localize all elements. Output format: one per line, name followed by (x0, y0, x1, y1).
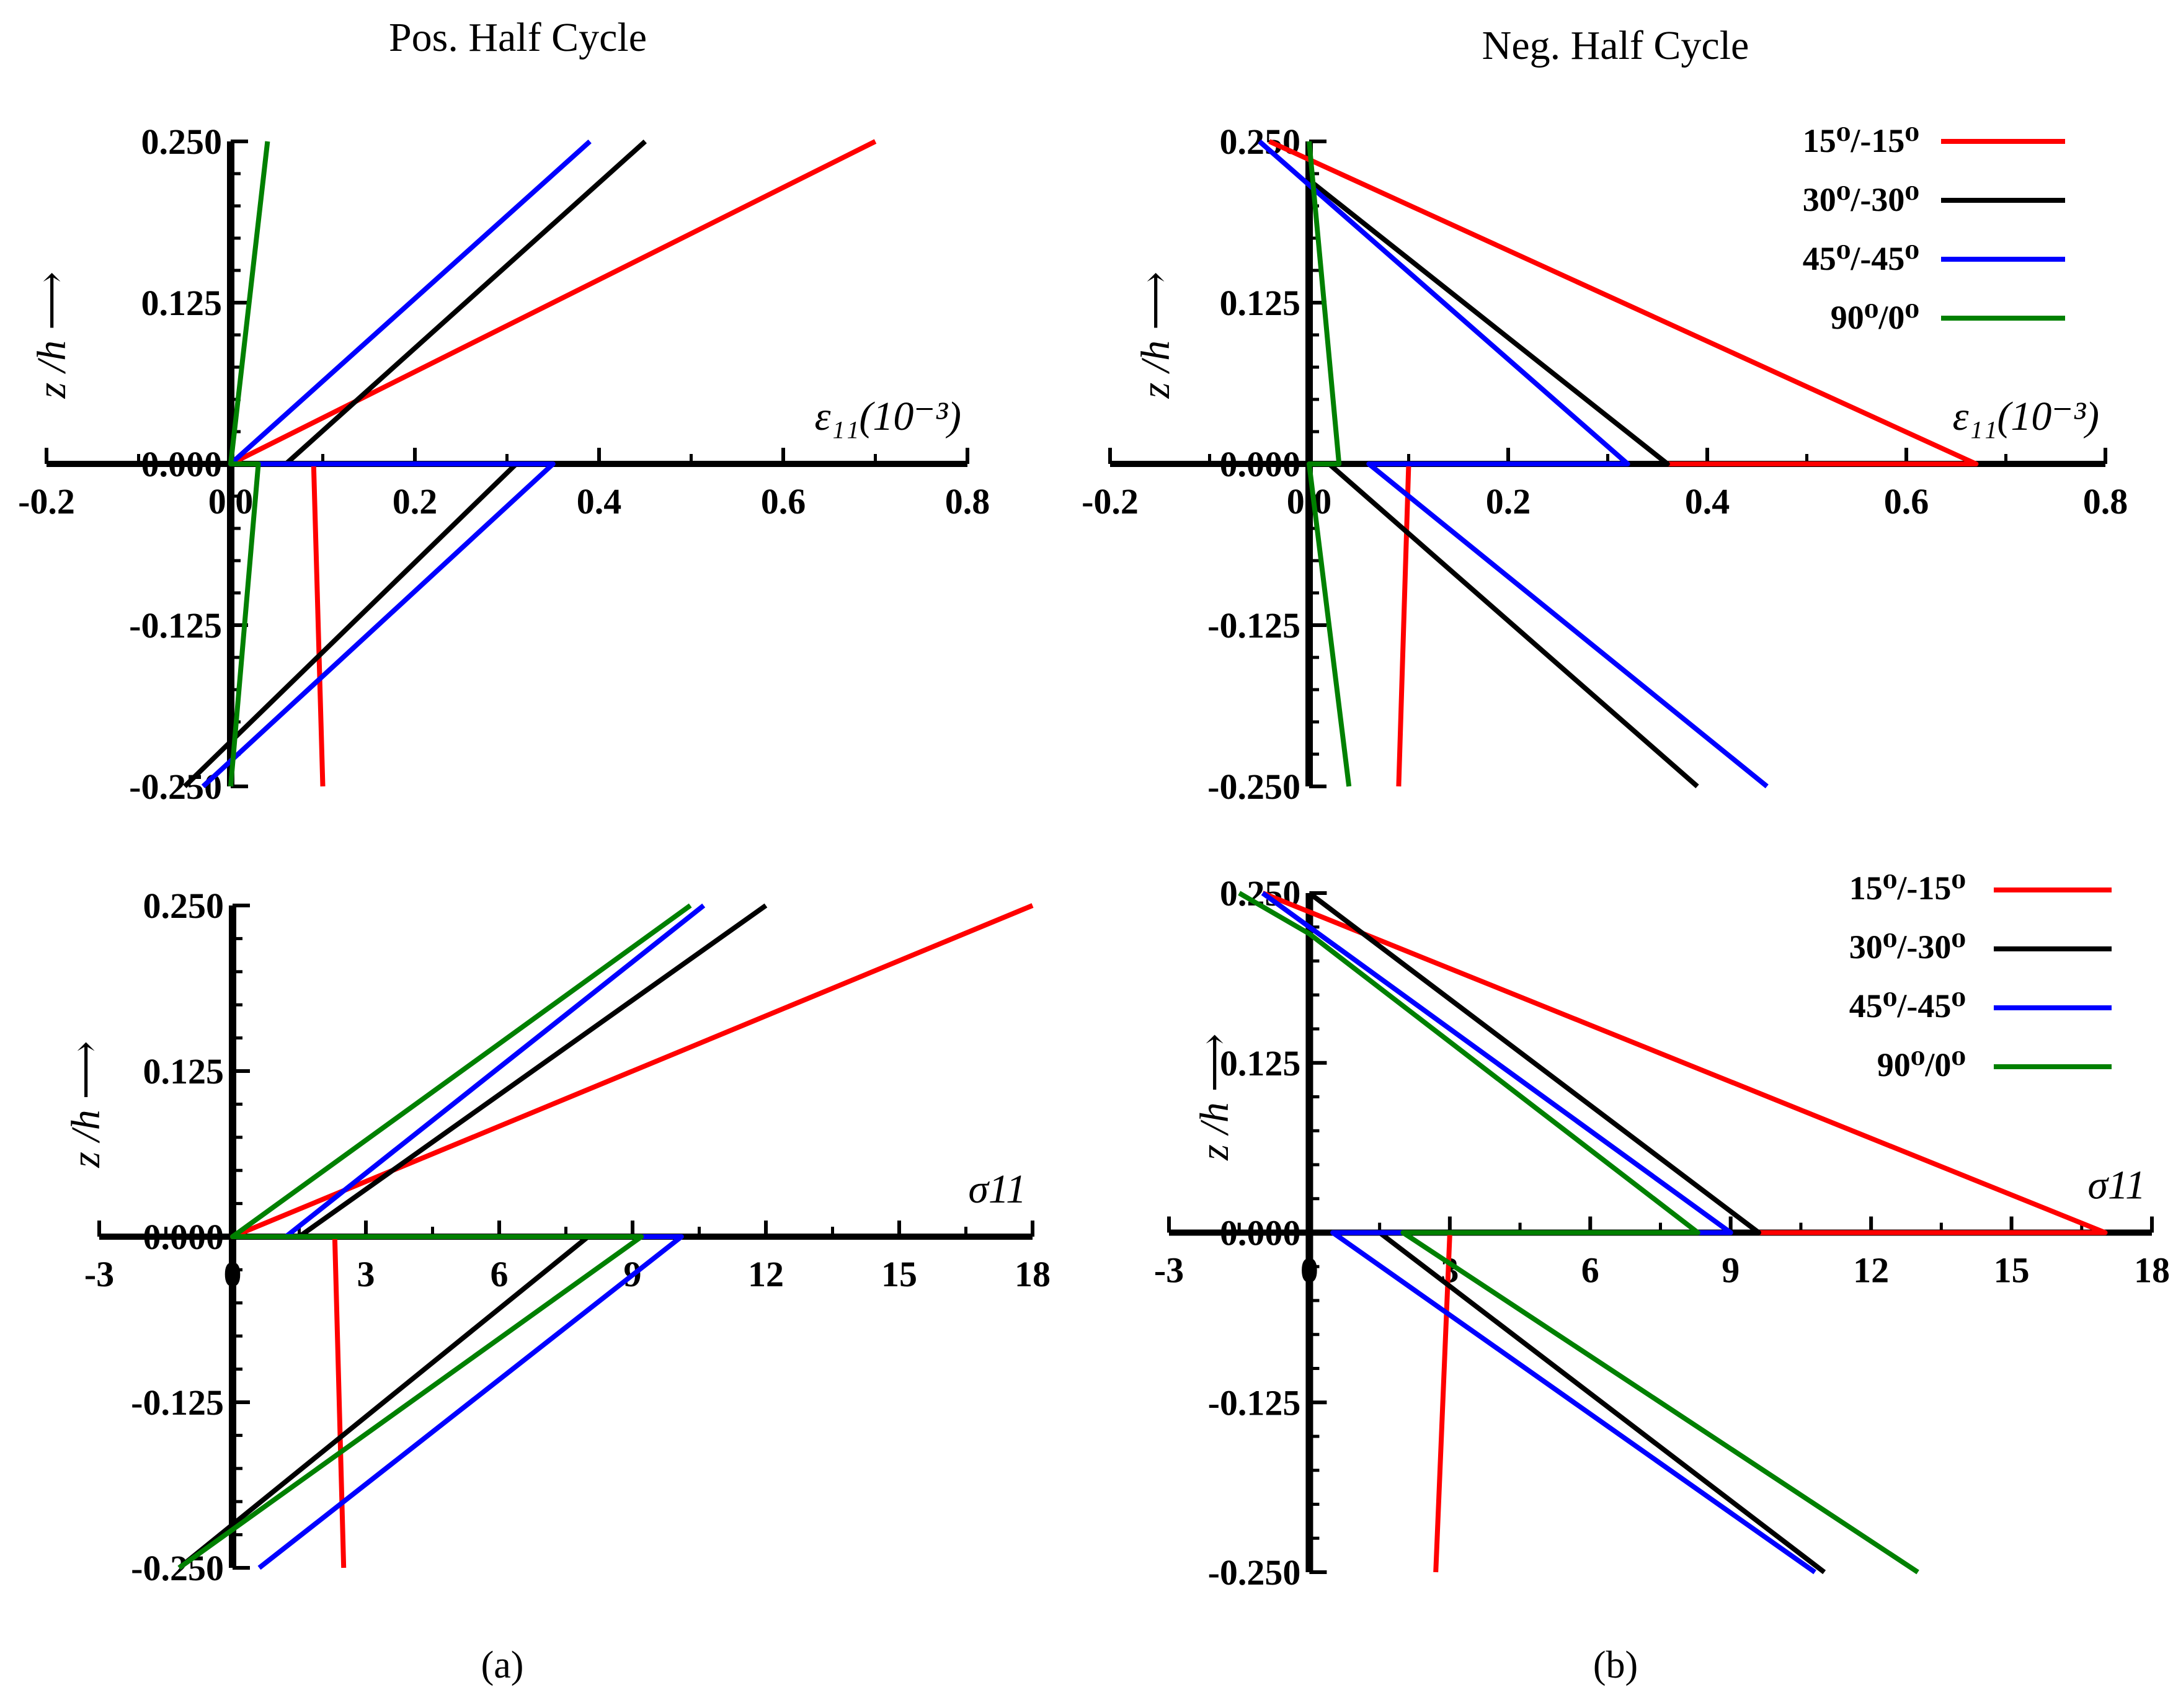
subfigure-label-b: (b) (1593, 1644, 1638, 1686)
y-tick-label: 0.250 (143, 886, 224, 926)
y-axis-label: z /h ⟶ (29, 272, 74, 399)
series-line-90-0 (177, 903, 692, 1570)
x-tick-label: 15 (881, 1254, 917, 1294)
legend-label-30: 30⁰/-30⁰ (1803, 181, 1919, 218)
x-axis-label: ε₁₁(10⁻³) (1953, 394, 2099, 439)
x-axis-label: ε₁₁(10⁻³) (815, 394, 961, 439)
x-tick-label: 6 (1581, 1250, 1599, 1291)
y-tick-label: 0.125 (141, 283, 223, 323)
y-tick-label: 0.125 (1220, 283, 1301, 323)
x-tick-label: -0.2 (18, 481, 75, 522)
x-tick-label: 12 (1853, 1250, 1889, 1291)
y-tick-label: -0.125 (1207, 605, 1300, 646)
series-line-90-0 (1238, 891, 1919, 1575)
y-tick-label: 0.250 (141, 122, 223, 162)
series-line-90-0 (228, 141, 270, 787)
series-line-45--45 (201, 140, 592, 788)
series-line-15--15 (1268, 139, 1979, 787)
legend-strain: 15⁰/-15⁰ 30⁰/-30⁰ 45⁰/-45⁰ 90⁰/0⁰ (1803, 122, 1919, 336)
x-tick-label: 0.4 (577, 481, 622, 522)
x-tick-label: 0.2 (1486, 481, 1531, 522)
x-tick-label: 6 (491, 1254, 509, 1294)
legend-stress: 15⁰/-15⁰ 30⁰/-30⁰ 45⁰/-45⁰ 90⁰/0⁰ (1849, 870, 1966, 1083)
x-tick-label: 0.0 (208, 481, 254, 522)
y-tick-label: -0.250 (1207, 767, 1300, 807)
x-tick-label: -3 (84, 1254, 114, 1294)
x-axis-label: σ11 (968, 1167, 1026, 1212)
y-tick-label: -0.125 (1208, 1382, 1301, 1423)
y-axis-label: z /h ⟶ (1192, 1033, 1237, 1161)
strain-neg-panel: -0.2 0.0 0.2 0.4 0.6 0.8 -0.250 -0.125 0.000 0.12… (1082, 122, 2128, 807)
stress-neg-panel: -3 0 3 6 9 12 15 18-0.250-0.1250.0000.1250.250σ… (1154, 873, 2170, 1593)
subfigure-label-a: (a) (481, 1644, 524, 1686)
x-tick-label: 3 (357, 1254, 375, 1294)
stress-pos-panel: -3 0 3 6 9 12 15 18-0.250-0.1250.0000.1250.250σ… (63, 886, 1051, 1588)
x-tick-label: -0.2 (1082, 481, 1139, 522)
x-tick-label: 0 (1300, 1250, 1318, 1291)
y-tick-label: -0.250 (1208, 1552, 1301, 1593)
y-tick-label: 0.000 (1220, 1213, 1301, 1253)
x-tick-label: 0.4 (1685, 481, 1730, 522)
x-tick-label: -3 (1154, 1250, 1184, 1291)
legend-label-90: 90⁰/0⁰ (1831, 299, 1919, 336)
x-tick-label: 0.6 (1884, 481, 1929, 522)
y-axis-label: z /h ⟶ (1133, 272, 1178, 399)
x-tick-label: 15 (1994, 1250, 2030, 1291)
series-line-45--45 (1258, 139, 1769, 789)
legend-label-30: 30⁰/-30⁰ (1849, 928, 1966, 966)
legend-label-45: 45⁰/-45⁰ (1849, 987, 1966, 1025)
legend-label-45: 45⁰/-45⁰ (1803, 240, 1919, 277)
y-tick-label: -0.125 (131, 1382, 224, 1423)
series-line-90-0 (1307, 141, 1352, 787)
x-axis-label: σ11 (2087, 1163, 2146, 1208)
x-tick-label: 0.0 (1287, 481, 1332, 522)
y-tick-label: -0.125 (129, 605, 222, 646)
strain-pos-panel: -0.2 0.0 0.2 0.4 0.6 0.8 -0.250 -0.125 0.000 0.12… (18, 122, 990, 807)
x-tick-label: 9 (1722, 1250, 1740, 1291)
y-tick-label: -0.250 (131, 1548, 224, 1588)
neg-half-cycle-title: Neg. Half Cycle (1482, 23, 1749, 68)
x-tick-label: 12 (748, 1254, 784, 1294)
pos-half-cycle-title: Pos. Half Cycle (389, 15, 647, 60)
legend-label-15: 15⁰/-15⁰ (1849, 870, 1966, 907)
y-tick-label: -0.250 (129, 767, 222, 807)
x-tick-label: 0.2 (393, 481, 438, 522)
x-tick-label: 0.8 (945, 481, 990, 522)
y-axis-label: z /h ⟶ (63, 1041, 109, 1168)
y-tick-label: 0.000 (141, 444, 223, 484)
legend-label-15: 15⁰/-15⁰ (1803, 122, 1919, 159)
x-tick-label: 18 (1015, 1254, 1051, 1294)
y-tick-label: 0.000 (143, 1217, 224, 1257)
x-tick-label: 18 (2134, 1250, 2170, 1291)
x-tick-label: 0.6 (761, 481, 806, 522)
y-tick-label: 0.125 (143, 1051, 224, 1092)
legend-label-90: 90⁰/0⁰ (1877, 1046, 1966, 1083)
x-tick-label: 0.8 (2083, 481, 2128, 522)
x-tick-label: 0 (224, 1254, 242, 1294)
series-line-15--15 (1261, 891, 2108, 1573)
y-tick-label: 0.000 (1220, 444, 1301, 484)
y-tick-label: 0.125 (1220, 1043, 1301, 1083)
